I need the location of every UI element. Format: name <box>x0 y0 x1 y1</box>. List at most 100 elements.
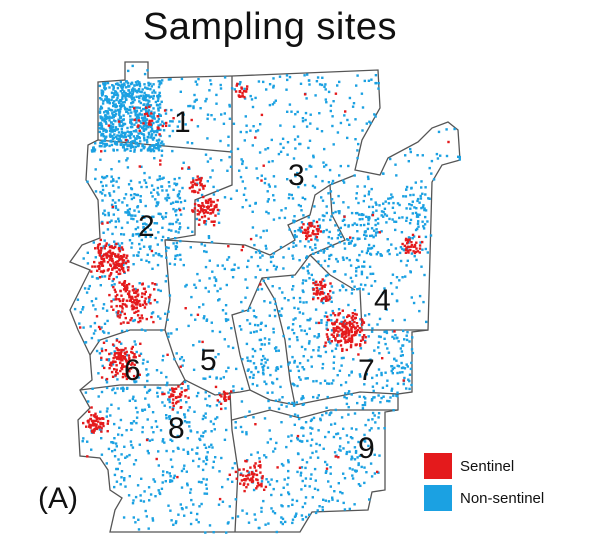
non-sentinel-site-dot <box>219 87 223 90</box>
non-sentinel-site-dot <box>267 212 270 215</box>
non-sentinel-site-dot <box>311 496 314 499</box>
non-sentinel-site-dot <box>82 306 85 309</box>
sentinel-site-dot <box>127 282 131 286</box>
non-sentinel-site-dot <box>340 320 343 324</box>
non-sentinel-site-dot <box>205 97 208 101</box>
non-sentinel-site-dot <box>302 214 305 217</box>
non-sentinel-site-dot <box>103 139 106 142</box>
non-sentinel-site-dot <box>282 267 285 270</box>
sentinel-site-dot <box>246 477 249 480</box>
non-sentinel-site-dot <box>307 216 310 219</box>
sentinel-site-dot <box>352 334 355 337</box>
non-sentinel-site-dot <box>101 199 104 202</box>
non-sentinel-site-dot <box>157 109 160 112</box>
non-sentinel-site-dot <box>401 354 404 357</box>
non-sentinel-site-dot <box>177 513 180 516</box>
non-sentinel-site-dot <box>316 127 319 130</box>
non-sentinel-site-dot <box>117 217 120 220</box>
non-sentinel-site-dot <box>116 134 119 137</box>
non-sentinel-site-dot <box>371 411 375 415</box>
non-sentinel-site-dot <box>148 146 151 149</box>
non-sentinel-site-dot <box>241 162 244 166</box>
non-sentinel-site-dot <box>204 153 208 156</box>
non-sentinel-site-dot <box>364 339 367 343</box>
non-sentinel-site-dot <box>178 120 181 123</box>
sentinel-site-dot <box>145 438 149 442</box>
non-sentinel-site-dot <box>183 464 186 467</box>
non-sentinel-site-dot <box>230 87 234 90</box>
non-sentinel-site-dot <box>137 113 140 116</box>
sentinel-site-dot <box>276 466 279 469</box>
non-sentinel-site-dot <box>103 88 107 91</box>
non-sentinel-site-dot <box>262 364 266 367</box>
non-sentinel-site-dot <box>350 427 353 430</box>
non-sentinel-site-dot <box>152 97 155 100</box>
sentinel-site-dot <box>118 257 122 261</box>
non-sentinel-site-dot <box>280 209 283 212</box>
non-sentinel-site-dot <box>105 339 108 342</box>
non-sentinel-site-dot <box>309 477 312 480</box>
non-sentinel-site-dot <box>291 503 294 506</box>
non-sentinel-site-dot <box>160 82 163 85</box>
non-sentinel-site-dot <box>144 397 147 400</box>
non-sentinel-site-dot <box>136 193 140 197</box>
non-sentinel-site-dot <box>98 111 102 114</box>
non-sentinel-site-dot <box>157 253 160 256</box>
non-sentinel-site-dot <box>114 112 118 116</box>
non-sentinel-site-dot <box>372 389 375 393</box>
non-sentinel-site-dot <box>93 148 97 151</box>
non-sentinel-site-dot <box>180 469 184 473</box>
sentinel-site-dot <box>332 327 335 330</box>
non-sentinel-site-dot <box>202 414 205 418</box>
non-sentinel-site-dot <box>179 253 182 257</box>
non-sentinel-site-dot <box>344 381 348 384</box>
non-sentinel-site-dot <box>113 133 116 136</box>
non-sentinel-site-dot <box>363 401 367 404</box>
non-sentinel-site-dot <box>209 157 212 160</box>
non-sentinel-site-dot <box>391 319 394 322</box>
non-sentinel-site-dot <box>367 177 370 181</box>
non-sentinel-site-dot <box>179 90 182 93</box>
non-sentinel-site-dot <box>130 144 134 147</box>
non-sentinel-site-dot <box>152 112 155 116</box>
sentinel-site-dot <box>308 224 311 227</box>
non-sentinel-site-dot <box>347 225 350 228</box>
non-sentinel-site-dot <box>132 254 135 257</box>
sentinel-site-dot <box>192 180 195 184</box>
sentinel-site-dot <box>343 319 347 322</box>
non-sentinel-site-dot <box>153 111 156 114</box>
sentinel-site-dot <box>118 357 121 361</box>
non-sentinel-site-dot <box>175 208 178 212</box>
non-sentinel-site-dot <box>336 344 339 347</box>
non-sentinel-site-dot <box>157 138 161 141</box>
non-sentinel-site-dot <box>430 172 433 175</box>
non-sentinel-site-dot <box>358 395 361 398</box>
non-sentinel-site-dot <box>192 106 195 110</box>
non-sentinel-site-dot <box>395 359 398 362</box>
non-sentinel-site-dot <box>328 254 331 257</box>
non-sentinel-site-dot <box>329 472 332 475</box>
sentinel-site-dot <box>134 301 137 305</box>
non-sentinel-site-dot <box>274 185 277 188</box>
sentinel-site-dot <box>98 276 102 279</box>
non-sentinel-site-dot <box>272 218 276 221</box>
non-sentinel-site-dot <box>347 206 350 209</box>
sentinel-site-dot <box>333 323 336 326</box>
non-sentinel-site-dot <box>157 85 161 89</box>
non-sentinel-site-dot <box>196 125 200 128</box>
non-sentinel-site-dot <box>236 515 240 518</box>
non-sentinel-site-dot <box>331 496 334 499</box>
non-sentinel-site-dot <box>311 427 314 430</box>
sentinel-site-dot <box>350 328 353 331</box>
non-sentinel-site-dot <box>150 127 154 130</box>
non-sentinel-site-dot <box>146 87 150 90</box>
city-outline <box>68 61 461 533</box>
sentinel-site-dot <box>102 341 106 344</box>
non-sentinel-site-dot <box>346 238 349 241</box>
non-sentinel-site-dot <box>241 509 244 512</box>
sentinel-site-dot <box>133 353 136 356</box>
sentinel-site-dot <box>115 371 118 374</box>
non-sentinel-site-dot <box>195 83 199 86</box>
sentinel-site-dot <box>312 232 315 236</box>
sentinel-site-dot <box>119 255 123 258</box>
